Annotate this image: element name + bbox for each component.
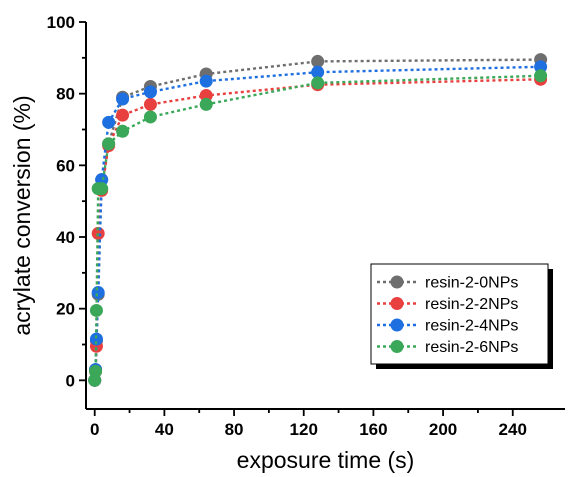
data-point [89,332,103,346]
data-point [89,364,103,378]
y-axis-title: acrylate conversion (%) [9,95,35,335]
data-point [116,108,130,122]
legend-label: resin-2-4NPs [425,318,518,335]
y-tick-label: 40 [56,228,75,247]
data-point [116,92,130,106]
legend-marker [390,275,404,289]
data-point [95,182,109,196]
data-point [89,303,103,317]
data-point [311,65,325,79]
legend-item: resin-2-0NPs [377,275,518,292]
data-point [199,97,213,111]
data-point [311,54,325,68]
data-point [311,76,325,90]
x-tick-label: 40 [155,420,174,439]
y-tick-label: 60 [56,156,75,175]
y-tick-label: 80 [56,85,75,104]
x-tick-label: 80 [225,420,244,439]
data-point [91,286,105,300]
data-point [534,69,548,83]
y-tick-label: 100 [47,13,75,32]
legend-marker [390,340,404,353]
legend-item: resin-2-2NPs [377,296,518,313]
data-point [143,97,157,111]
y-tick-label: 20 [56,300,75,319]
x-tick-label: 200 [429,420,457,439]
legend-label: resin-2-0NPs [425,275,518,292]
legend-item: resin-2-4NPs [377,318,518,335]
x-tick-label: 120 [290,420,318,439]
legend-label: resin-2-6NPs [425,339,518,356]
y-tick-label: 0 [66,371,75,390]
legend-marker [390,318,404,332]
data-point [534,60,548,74]
series-line [93,58,541,381]
data-point [102,137,116,151]
x-axis-title: exposure time (s) [237,447,415,473]
series-resin-2-6NPs [88,69,548,387]
data-point [143,85,157,99]
series-layer [88,53,548,387]
data-point [143,110,157,124]
x-tick-label: 160 [359,420,387,439]
x-tick-label: 0 [90,420,99,439]
data-point [116,124,130,138]
legend: resin-2-0NPs resin-2-2NPs resin-2-4NPs resi… [370,263,553,369]
data-point [199,88,213,102]
axes: 0 40 80 120 160 200 240 0 20 40 60 80 100 [47,13,565,439]
legend-label: resin-2-2NPs [425,296,518,313]
legend-marker [390,297,404,310]
data-point [199,74,213,88]
x-tick-label: 240 [499,420,527,439]
data-point [102,115,116,129]
legend-item: resin-2-6NPs [377,339,518,356]
